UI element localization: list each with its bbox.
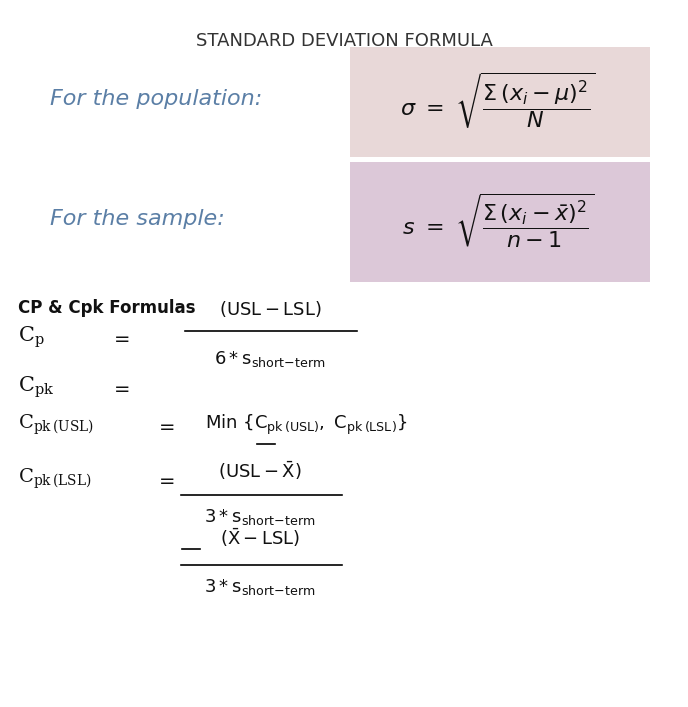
- Text: $\mathregular{(USL-LSL)}$: $\mathregular{(USL-LSL)}$: [219, 299, 321, 319]
- FancyBboxPatch shape: [350, 162, 650, 282]
- Text: $\mathregular{C_{pk\,(USL)}}$: $\mathregular{C_{pk\,(USL)}}$: [18, 413, 94, 437]
- Text: $\mathregular{(\bar{X}-LSL)}$: $\mathregular{(\bar{X}-LSL)}$: [219, 527, 300, 549]
- FancyBboxPatch shape: [350, 47, 650, 157]
- Text: $\sigma \ = \ \sqrt{\dfrac{\Sigma\,(x_i - \mu)^2}{N}}$: $\sigma \ = \ \sqrt{\dfrac{\Sigma\,(x_i …: [400, 71, 596, 131]
- Text: $\mathregular{=}$: $\mathregular{=}$: [155, 416, 175, 435]
- Text: For the sample:: For the sample:: [50, 209, 225, 229]
- Text: $\mathregular{Min\ \{C_{pk\,(USL)},\ C_{pk\,(LSL)}\}}$: $\mathregular{Min\ \{C_{pk\,(USL)},\ C_{…: [205, 413, 407, 437]
- Text: $\mathregular{C_{pk\,(LSL)}}$: $\mathregular{C_{pk\,(LSL)}}$: [18, 467, 92, 491]
- Text: $\mathregular{C_{pk}}$: $\mathregular{C_{pk}}$: [18, 374, 54, 399]
- Text: $s \ = \ \sqrt{\dfrac{\Sigma\,(x_i - \bar{x})^2}{n-1}}$: $s \ = \ \sqrt{\dfrac{\Sigma\,(x_i - \ba…: [402, 192, 594, 250]
- Text: $\mathregular{C_p}$: $\mathregular{C_p}$: [18, 325, 45, 350]
- Text: $\mathregular{6*s_{\mathrm{short\!-\!term}}}$: $\mathregular{6*s_{\mathrm{short\!-\!ter…: [214, 349, 326, 369]
- Text: For the population:: For the population:: [50, 89, 262, 109]
- Text: STANDARD DEVIATION FORMULA: STANDARD DEVIATION FORMULA: [195, 32, 493, 50]
- Text: $\mathregular{3*s_{\mathrm{short\!-\!term}}}$: $\mathregular{3*s_{\mathrm{short\!-\!ter…: [204, 507, 316, 527]
- Text: CP & Cpk Formulas: CP & Cpk Formulas: [18, 299, 195, 317]
- Text: $\mathregular{(USL-\bar{X})}$: $\mathregular{(USL-\bar{X})}$: [218, 460, 302, 482]
- Text: $\mathregular{=}$: $\mathregular{=}$: [155, 469, 175, 489]
- Text: $\mathregular{3*s_{\mathrm{short\!-\!term}}}$: $\mathregular{3*s_{\mathrm{short\!-\!ter…: [204, 577, 316, 597]
- Text: $\mathregular{=}$: $\mathregular{=}$: [110, 378, 130, 397]
- Text: $\mathregular{=}$: $\mathregular{=}$: [110, 327, 130, 346]
